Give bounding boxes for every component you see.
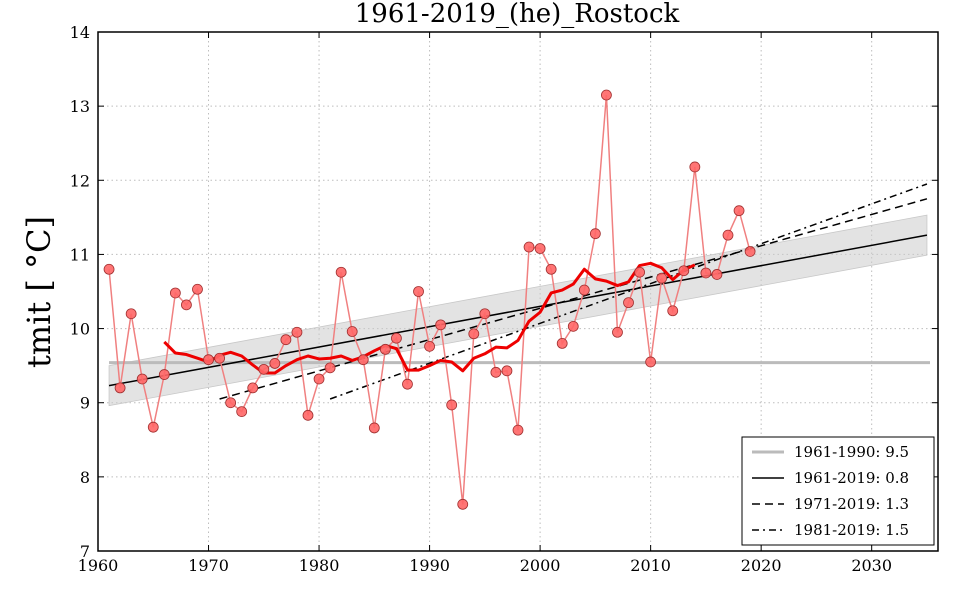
- data-point: [203, 354, 214, 366]
- data-point: [391, 332, 402, 344]
- data-point: [280, 334, 292, 346]
- data-point: [490, 366, 502, 378]
- data-point: [567, 320, 579, 332]
- y-tick-label: 12: [70, 171, 90, 190]
- plot-area: 1960 1970 1980 1990 2000 2010 2020 2030 7 8 9 10 11 1…: [70, 23, 939, 575]
- data-point: [136, 373, 148, 385]
- data-point: [435, 319, 447, 331]
- x-tick-label: 1980: [299, 556, 340, 575]
- y-tick-label: 14: [70, 23, 90, 42]
- data-point: [523, 241, 535, 253]
- data-point: [700, 267, 712, 279]
- data-point: [744, 246, 756, 257]
- data-point: [711, 269, 723, 280]
- data-point: [402, 378, 413, 390]
- y-tick-label: 11: [70, 245, 90, 264]
- data-point: [468, 328, 480, 340]
- data-point: [291, 326, 303, 338]
- trend-line-dashed: [219, 198, 928, 400]
- data-point: [424, 340, 435, 352]
- data-point: [357, 354, 369, 366]
- data-point: [589, 228, 601, 240]
- data-point: [346, 326, 358, 337]
- y-tick-label: 8: [80, 468, 90, 487]
- data-point: [158, 369, 170, 380]
- data-point: [512, 424, 524, 436]
- trend-line-dashdot: [329, 183, 928, 400]
- data-point: [645, 356, 657, 368]
- data-point: [214, 352, 225, 364]
- data-point: [313, 373, 325, 385]
- legend-label: 1961-2019: 0.8: [794, 469, 909, 487]
- x-tick-label: 2000: [520, 556, 561, 575]
- data-point: [324, 362, 336, 374]
- legend: 1961-1990: 9.5 1961-2019: 0.8 1971-2019: 1…: [741, 436, 935, 546]
- data-point: [225, 397, 237, 409]
- legend-label: 1971-2019: 1.3: [794, 495, 909, 513]
- data-point: [623, 297, 634, 309]
- data-point: [379, 343, 391, 355]
- data-point: [269, 358, 281, 369]
- x-tick-label: 2020: [741, 556, 782, 575]
- y-axis-label: tmit [ °C]: [20, 216, 58, 368]
- chart-title: 1961-2019_(he)_Rostock: [355, 0, 680, 29]
- data-point: [545, 263, 557, 275]
- data-point: [457, 498, 469, 510]
- data-point: [368, 422, 380, 434]
- data-point: [667, 305, 679, 317]
- x-tick-label: 2010: [630, 556, 671, 575]
- data-point: [302, 409, 314, 421]
- x-tick-label: 2030: [851, 556, 892, 575]
- y-tick-label: 7: [80, 542, 90, 561]
- legend-label: 1981-2019: 1.5: [794, 521, 909, 539]
- x-tick-label: 1970: [188, 556, 229, 575]
- data-point: [169, 287, 181, 299]
- data-point: [147, 421, 159, 433]
- data-point: [612, 326, 623, 338]
- data-point: [103, 263, 115, 275]
- data-point: [479, 308, 491, 320]
- x-tick-label: 1960: [78, 556, 119, 575]
- data-point: [258, 363, 270, 375]
- data-point: [733, 205, 745, 217]
- y-tick-label: 13: [70, 97, 90, 116]
- x-tick-label: 1990: [409, 556, 450, 575]
- data-point: [446, 399, 458, 411]
- y-tick-label: 9: [80, 394, 90, 413]
- data-point: [181, 299, 192, 311]
- data-point: [192, 283, 203, 295]
- data-point: [247, 382, 259, 394]
- data-point: [678, 265, 690, 277]
- y-tick-label: 10: [70, 320, 90, 339]
- data-point: [722, 229, 734, 241]
- data-point: [656, 272, 668, 284]
- plot-frame: [97, 31, 939, 552]
- moving-average-line: [163, 261, 696, 375]
- data-point: [534, 243, 546, 254]
- legend-label: 1961-1990: 9.5: [794, 443, 909, 461]
- data-point: [501, 365, 513, 377]
- data-point: [578, 284, 590, 296]
- data-point: [236, 406, 248, 418]
- data-point: [689, 161, 701, 173]
- legend-box: [741, 436, 935, 546]
- data-point: [125, 308, 137, 320]
- data-point: [634, 266, 645, 278]
- data-point: [556, 337, 568, 349]
- data-point: [601, 89, 612, 101]
- data-point: [335, 266, 347, 278]
- data-point: [413, 286, 424, 297]
- data-point: [114, 382, 126, 394]
